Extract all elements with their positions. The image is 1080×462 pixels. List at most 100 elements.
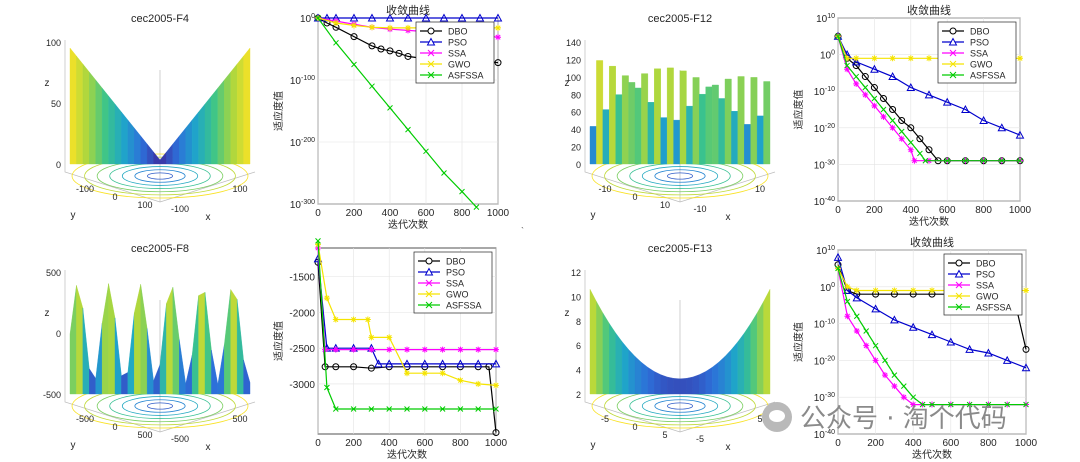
data-point (351, 61, 357, 68)
convergence-chart: 0 200 400 600 800 1000 1010 100 10-10 10-20 10-30 1… (792, 235, 1038, 461)
data-point (919, 401, 926, 408)
data-point (404, 52, 412, 60)
data-point (882, 357, 888, 364)
z-tick-label: 120 (566, 55, 581, 65)
data-point (423, 148, 429, 155)
surface-patch (224, 71, 231, 165)
data-point (1021, 363, 1031, 372)
data-point (457, 346, 464, 353)
x-axis-label: 迭代次数 (909, 215, 949, 228)
surface-patch (763, 81, 771, 165)
surface-patch (602, 109, 610, 165)
data-point (457, 13, 467, 22)
series-asfssa (835, 265, 1029, 408)
y-tick-label: -1500 (289, 273, 315, 284)
surface-patch (217, 344, 225, 395)
data-point (364, 316, 371, 323)
surface-patch (127, 312, 135, 395)
data-point (475, 380, 482, 387)
data-point (844, 55, 851, 62)
surface-patch (153, 364, 161, 395)
x-tick-label: 1000 (487, 208, 510, 219)
surface-patch (179, 339, 186, 395)
surface-patch (699, 94, 706, 165)
legend-marker (427, 71, 435, 79)
surface-plot: cec2005-F8 z -500 0 500 -500 0 500 y -500 500 x (43, 243, 256, 453)
contour-line (134, 169, 186, 183)
data-point (333, 39, 339, 46)
legend-marker (427, 27, 435, 35)
data-point (961, 104, 970, 113)
surface-patch (615, 94, 623, 165)
series-pso (833, 31, 1025, 139)
surface-patch (121, 111, 129, 165)
y-tick-label: -500 (76, 414, 94, 424)
data-point (889, 106, 897, 113)
data-point (853, 287, 860, 294)
surface-patch (224, 289, 231, 395)
data-point (439, 370, 446, 377)
data-point (332, 346, 339, 353)
data-point (1015, 130, 1025, 139)
y-tick-label: 10-200 (290, 137, 315, 149)
surface (589, 60, 771, 165)
legend-label: DBO (448, 27, 468, 37)
data-point (386, 346, 393, 353)
convergence-chart: 0 200 400 600 800 1000 -1500 -2000 -2500 -3000 迭代次… (272, 237, 508, 461)
x-tick-label: 800 (980, 438, 997, 449)
x-tick-label: 5 (757, 414, 762, 424)
data-point (438, 359, 447, 368)
data-point (844, 298, 851, 305)
watermark-text: 公众号 · 淘个代码 (800, 404, 1007, 434)
surface-patch (140, 284, 148, 395)
x-axis-label: x (726, 212, 731, 223)
surface-patch (634, 87, 642, 165)
wechat-icon (762, 401, 792, 432)
surface-patch (718, 98, 726, 165)
data-point (493, 382, 499, 389)
data-point (844, 62, 850, 69)
x-tick-label: -500 (171, 434, 189, 444)
y-tick-label: 10-40 (814, 429, 835, 441)
data-point (898, 116, 906, 124)
data-point (910, 394, 917, 401)
data-point (853, 55, 860, 62)
y-tick-label: -2000 (289, 308, 315, 319)
data-point (908, 322, 918, 331)
data-point (332, 363, 340, 371)
y-tick-label: 0 (112, 422, 117, 432)
data-point (853, 313, 860, 320)
x-tick-label: 100 (232, 184, 247, 194)
surface-patch (89, 367, 96, 395)
data-point (439, 13, 449, 22)
x-tick-label: 600 (939, 205, 956, 216)
data-point (891, 287, 898, 294)
x-tick-label: -100 (171, 204, 189, 214)
data-point (475, 406, 482, 412)
series-line (317, 17, 477, 208)
legend-marker (949, 27, 957, 35)
surface-patch (666, 67, 674, 165)
surface-patch (211, 350, 219, 395)
contour-line (147, 402, 173, 410)
data-point (441, 170, 447, 176)
data-point (929, 401, 935, 408)
y-tick-label: 5 (662, 430, 667, 440)
contour-line (641, 396, 719, 416)
data-point (1002, 355, 1012, 364)
data-point (404, 406, 410, 412)
contour-line (134, 399, 186, 413)
legend-marker (424, 267, 434, 276)
x-axis-label: 迭代次数 (912, 448, 952, 461)
surface-patch (692, 374, 700, 395)
surface-patch (89, 71, 96, 165)
x-tick-label: 0 (835, 438, 841, 449)
surface-title: cec2005-F8 (131, 243, 189, 255)
x-tick-label: 600 (942, 438, 959, 449)
data-point (852, 62, 860, 70)
data-point (332, 406, 339, 412)
data-point (385, 13, 395, 22)
legend-marker (954, 269, 964, 278)
z-tick-label: 140 (566, 38, 581, 48)
y-tick-label: 0 (112, 192, 117, 202)
